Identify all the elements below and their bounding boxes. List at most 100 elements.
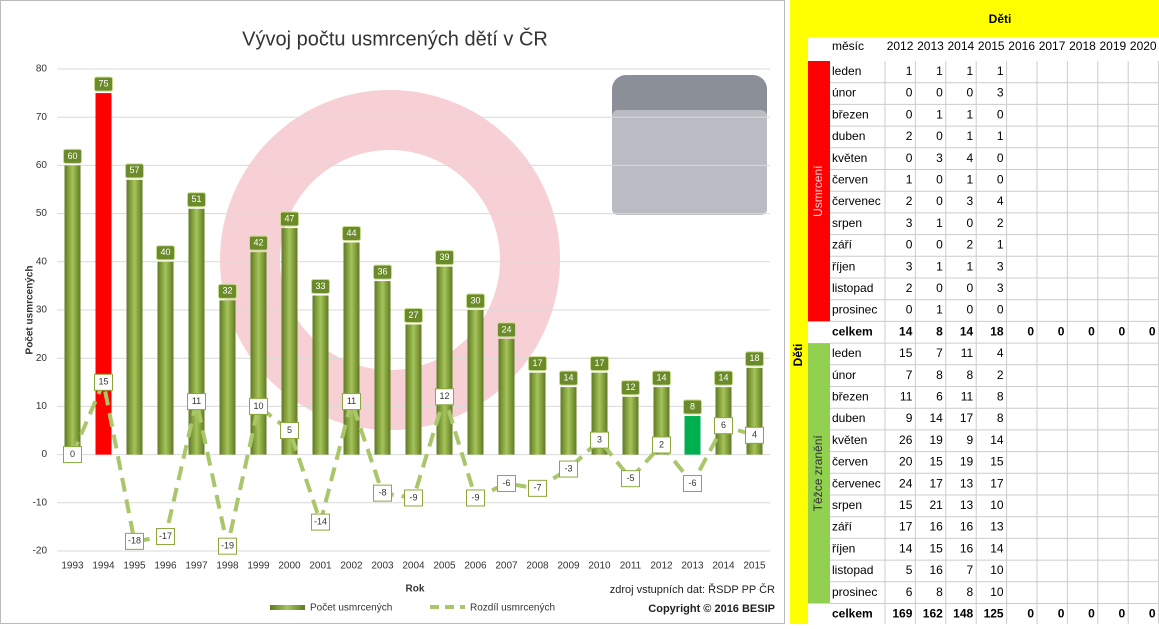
value-cell: 15 xyxy=(899,346,913,360)
value-cell: 3 xyxy=(906,259,913,273)
line-label: -8 xyxy=(378,488,386,498)
x-tick-label: 2009 xyxy=(557,561,580,572)
bar-label-box xyxy=(63,148,82,164)
y-tick-label: 0 xyxy=(41,449,47,460)
month-cell: březen xyxy=(832,390,869,404)
group-bg xyxy=(808,343,830,604)
x-tick-label: 2007 xyxy=(495,561,518,572)
line-label: -9 xyxy=(471,492,479,502)
x-tick-label: 2012 xyxy=(650,561,673,572)
value-cell: 19 xyxy=(929,433,943,447)
value-cell: 8 xyxy=(967,585,974,599)
bar xyxy=(157,261,174,455)
value-cell: 8 xyxy=(936,368,943,382)
value-cell: 0 xyxy=(967,216,974,230)
value-cell: 9 xyxy=(906,411,913,425)
side-label: Děti xyxy=(791,344,805,367)
value-cell: 0 xyxy=(967,303,974,317)
bar-label: 44 xyxy=(346,228,356,238)
value-cell: 3 xyxy=(936,151,943,165)
header-cell: 2012 xyxy=(887,39,914,53)
line-label: 11 xyxy=(192,396,201,406)
bar-label: 60 xyxy=(67,151,77,161)
value-cell: 0 xyxy=(906,303,913,317)
x-tick-label: 2005 xyxy=(433,561,456,572)
bar-label-box xyxy=(435,250,454,266)
line-label-box xyxy=(528,479,547,497)
header-cell: 2013 xyxy=(917,39,944,53)
line-label: -3 xyxy=(564,463,572,473)
x-tick-label: 2006 xyxy=(464,561,487,572)
value-cell: 4 xyxy=(967,151,974,165)
y-tick-label: 20 xyxy=(36,353,48,364)
bar-label-box xyxy=(683,399,702,415)
bar xyxy=(312,295,329,455)
line-label-box xyxy=(280,422,299,439)
line-label: 0 xyxy=(70,449,75,459)
bar-label: 51 xyxy=(191,194,201,204)
bar-label: 27 xyxy=(408,310,418,320)
y-tick-label: 70 xyxy=(36,112,48,123)
value-cell: 17 xyxy=(929,476,943,490)
value-cell: 1 xyxy=(936,64,943,78)
x-tick-label: 1999 xyxy=(247,561,270,572)
line-label: -7 xyxy=(533,483,541,493)
line-label: -5 xyxy=(626,473,634,483)
bar-label-box xyxy=(249,235,268,251)
value-cell: 3 xyxy=(967,194,974,208)
value-cell: 8 xyxy=(967,368,974,382)
month-cell: červen xyxy=(832,455,868,469)
total-cell: 0 xyxy=(1058,607,1065,621)
y-axis-label: Počet usmrcených xyxy=(25,266,36,355)
value-cell: 0 xyxy=(936,86,943,100)
value-cell: 15 xyxy=(929,455,943,469)
bar-label: 75 xyxy=(98,78,108,88)
value-cell: 1 xyxy=(967,173,974,187)
bar-label-box xyxy=(373,264,392,280)
line-label-box xyxy=(590,431,609,449)
value-cell: 13 xyxy=(990,520,1004,534)
value-cell: 1 xyxy=(967,259,974,273)
y-tick-label: 30 xyxy=(36,305,48,316)
value-cell: 1 xyxy=(967,107,974,121)
bar-label-box xyxy=(528,356,547,372)
bar-label-box xyxy=(466,293,485,309)
line-label-box xyxy=(249,397,268,415)
month-cell: srpen xyxy=(832,498,862,512)
chart-title: Vývoj počtu usmrcených dětí v ČR xyxy=(242,27,548,50)
side-bg xyxy=(790,0,808,624)
x-tick-label: 1996 xyxy=(154,561,177,572)
bar xyxy=(374,281,391,455)
value-cell: 6 xyxy=(936,390,943,404)
y-tick-label: 50 xyxy=(36,208,48,219)
month-cell: říjen xyxy=(832,541,855,555)
line-label: 6 xyxy=(721,420,726,430)
total-cell: 125 xyxy=(984,607,1004,621)
value-cell: 3 xyxy=(997,259,1004,273)
value-cell: 0 xyxy=(906,86,913,100)
value-cell: 17 xyxy=(960,411,974,425)
bar-label: 39 xyxy=(439,252,449,262)
value-cell: 2 xyxy=(906,129,913,143)
total-cell: 8 xyxy=(936,324,943,338)
value-cell: 0 xyxy=(936,129,943,143)
bar xyxy=(436,266,453,455)
group-bg xyxy=(808,61,830,322)
value-cell: 8 xyxy=(997,390,1004,404)
x-tick-label: 2010 xyxy=(588,561,611,572)
line-label-box xyxy=(745,426,764,444)
total-cell: 162 xyxy=(923,607,943,621)
bar xyxy=(498,338,515,455)
value-cell: 9 xyxy=(967,433,974,447)
bar-label-box xyxy=(621,380,640,396)
value-cell: 1 xyxy=(936,216,943,230)
x-tick-label: 2011 xyxy=(620,561,642,572)
value-cell: 0 xyxy=(936,281,943,295)
line-label: 10 xyxy=(253,401,263,411)
y-tick-label: 10 xyxy=(36,401,48,412)
bar-label-box xyxy=(342,226,361,242)
total-cell: 169 xyxy=(892,607,912,621)
line-label: 5 xyxy=(287,425,292,435)
line-label-box xyxy=(466,489,485,507)
line-label: 11 xyxy=(347,396,356,406)
